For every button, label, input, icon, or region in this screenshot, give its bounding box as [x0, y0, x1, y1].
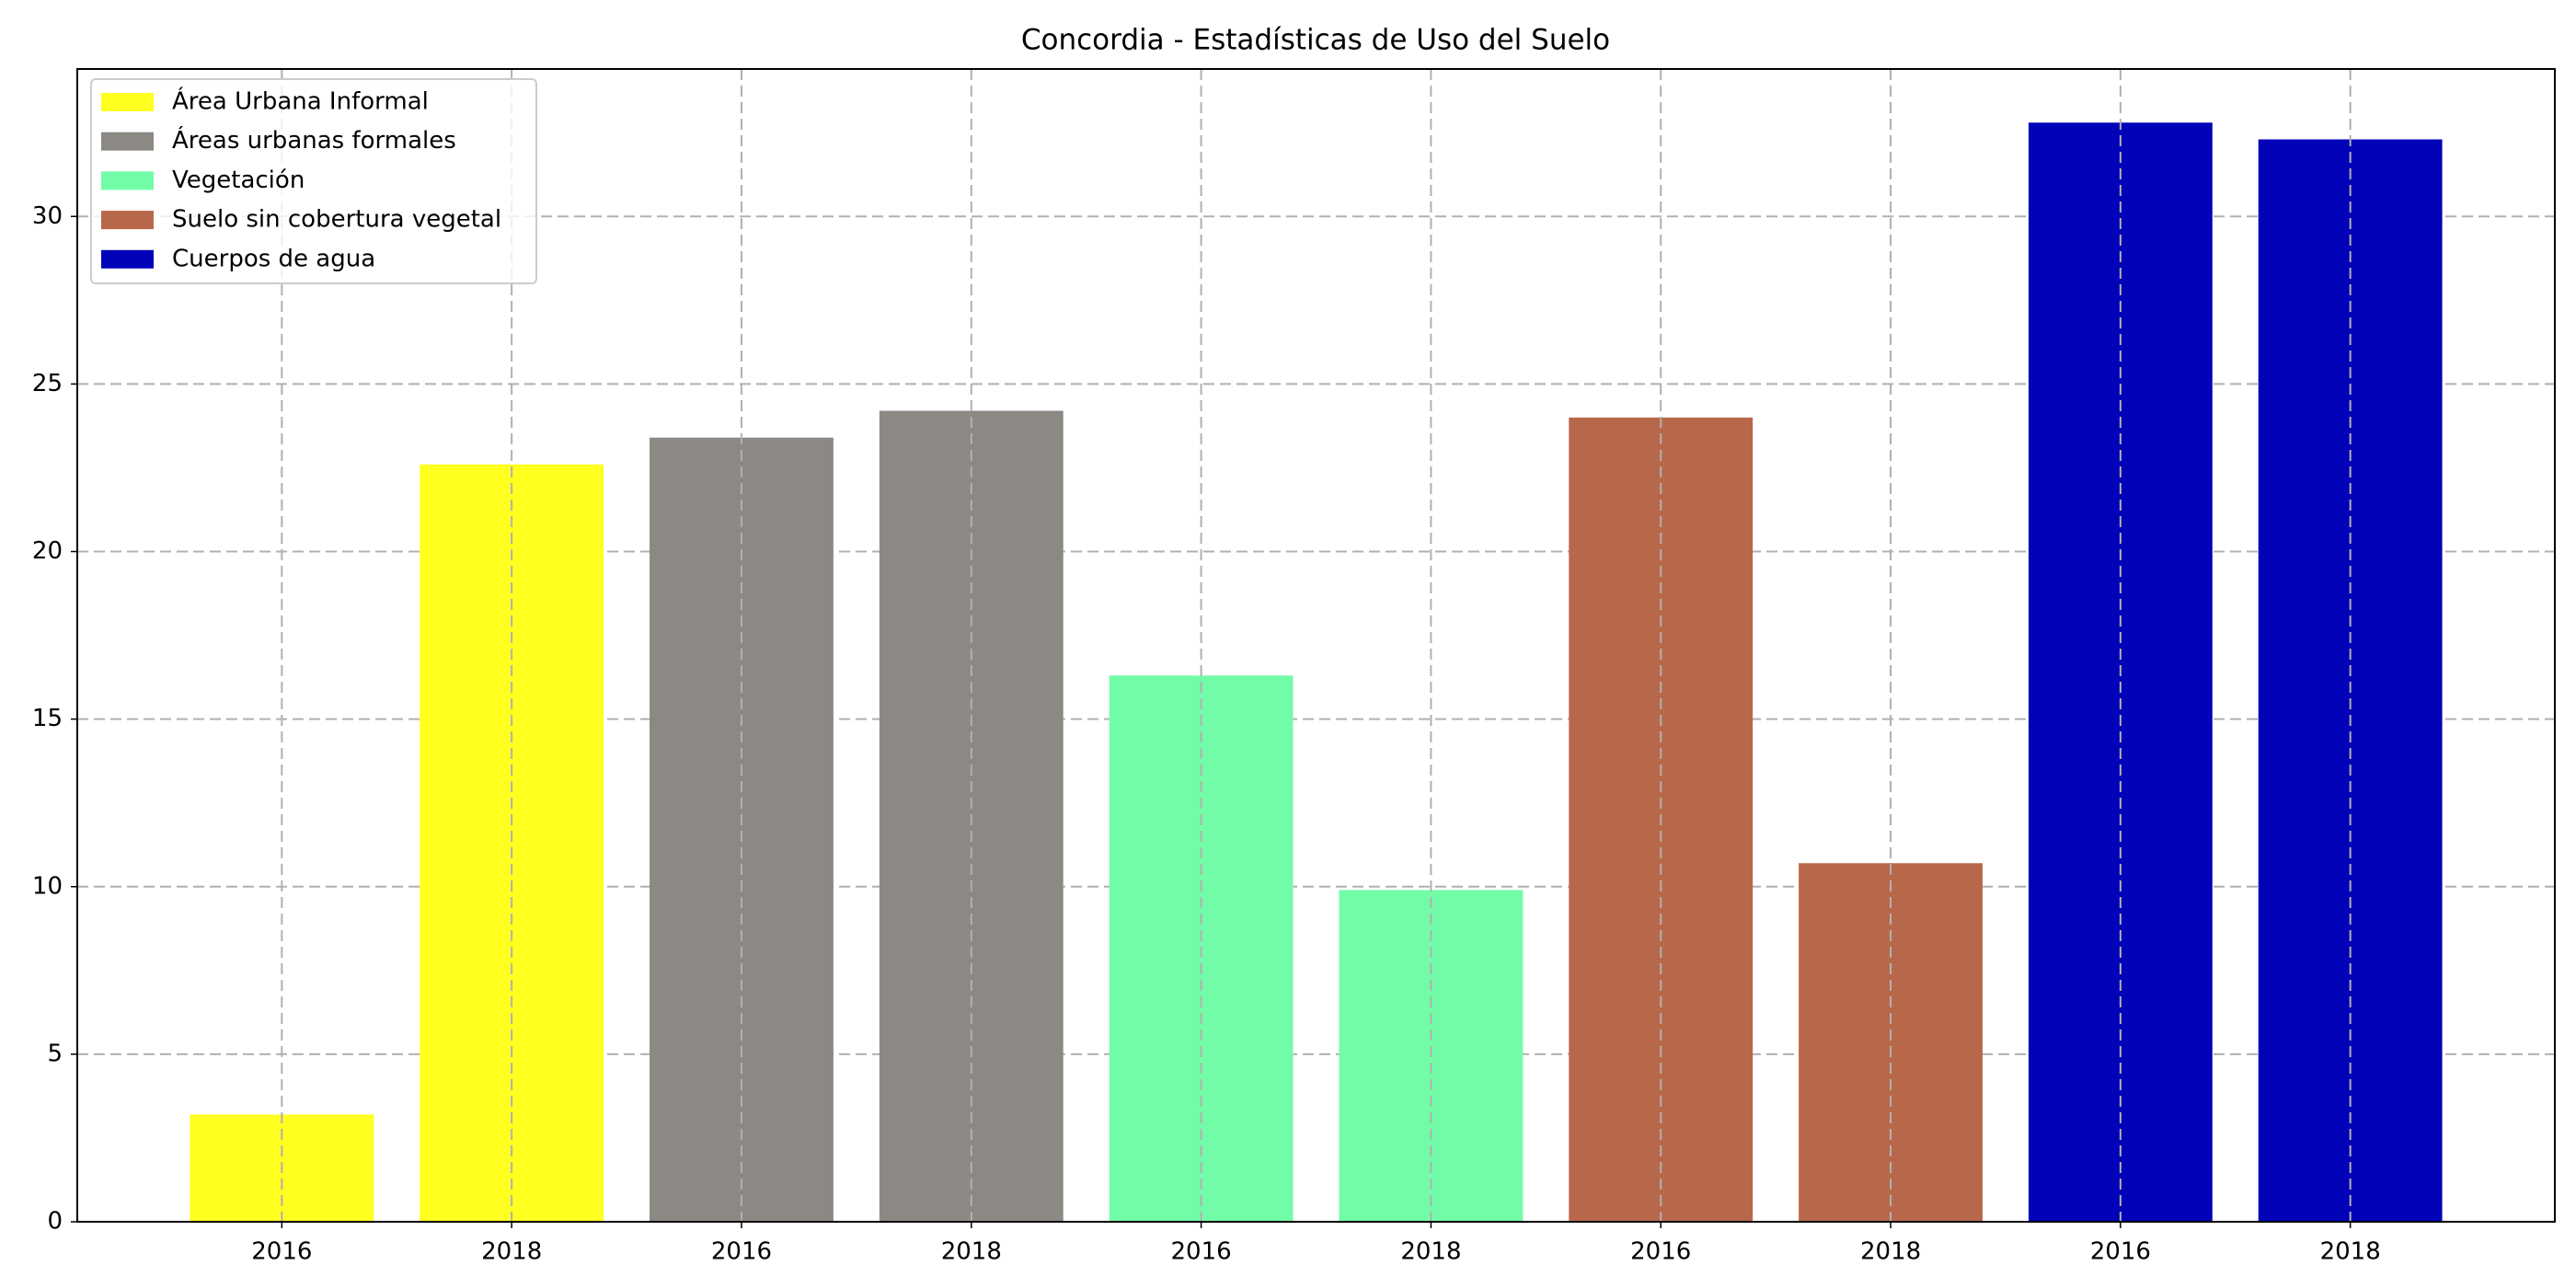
chart-title: Concordia - Estadísticas de Uso del Suel…	[1021, 24, 1610, 57]
legend-label: Áreas urbanas formales	[172, 125, 456, 155]
x-tick-label: 2018	[941, 1238, 1002, 1266]
x-tick-label: 2016	[2090, 1238, 2151, 1266]
y-tick-label: 25	[32, 370, 63, 397]
legend-swatch	[101, 132, 154, 151]
legend-swatch	[101, 171, 154, 190]
x-tick-label: 2018	[481, 1238, 542, 1266]
x-tick-label: 2016	[251, 1238, 312, 1266]
legend-label: Vegetación	[172, 167, 305, 194]
legend-box	[90, 78, 537, 284]
y-tick-label: 5	[47, 1040, 63, 1067]
y-tick-label: 20	[32, 537, 63, 565]
y-tick-label: 30	[32, 202, 63, 230]
legend-swatch	[101, 93, 154, 111]
bar	[420, 464, 604, 1223]
legend-label: Cuerpos de agua	[172, 245, 375, 272]
legend: Área Urbana Informal Áreas urbanas formal…	[90, 78, 537, 284]
y-tick-label: 15	[32, 705, 63, 732]
x-tick-label: 2018	[1860, 1238, 1921, 1266]
x-tick-label: 2018	[2320, 1238, 2381, 1266]
x-tick-label: 2016	[1171, 1238, 1232, 1266]
x-tick-label: 2018	[1400, 1238, 1461, 1266]
legend-swatch	[101, 249, 154, 269]
x-tick-label: 2016	[711, 1238, 772, 1266]
legend-swatch	[101, 211, 154, 230]
y-tick-label: 0	[47, 1208, 63, 1236]
x-tick-label: 2016	[1630, 1238, 1691, 1266]
y-tick-label: 10	[32, 872, 63, 900]
legend-label: Suelo sin cobertura vegetal	[172, 206, 501, 234]
bars	[190, 122, 2443, 1223]
legend-label: Área Urbana Informal	[172, 86, 429, 116]
plot-frame	[76, 68, 2556, 1223]
